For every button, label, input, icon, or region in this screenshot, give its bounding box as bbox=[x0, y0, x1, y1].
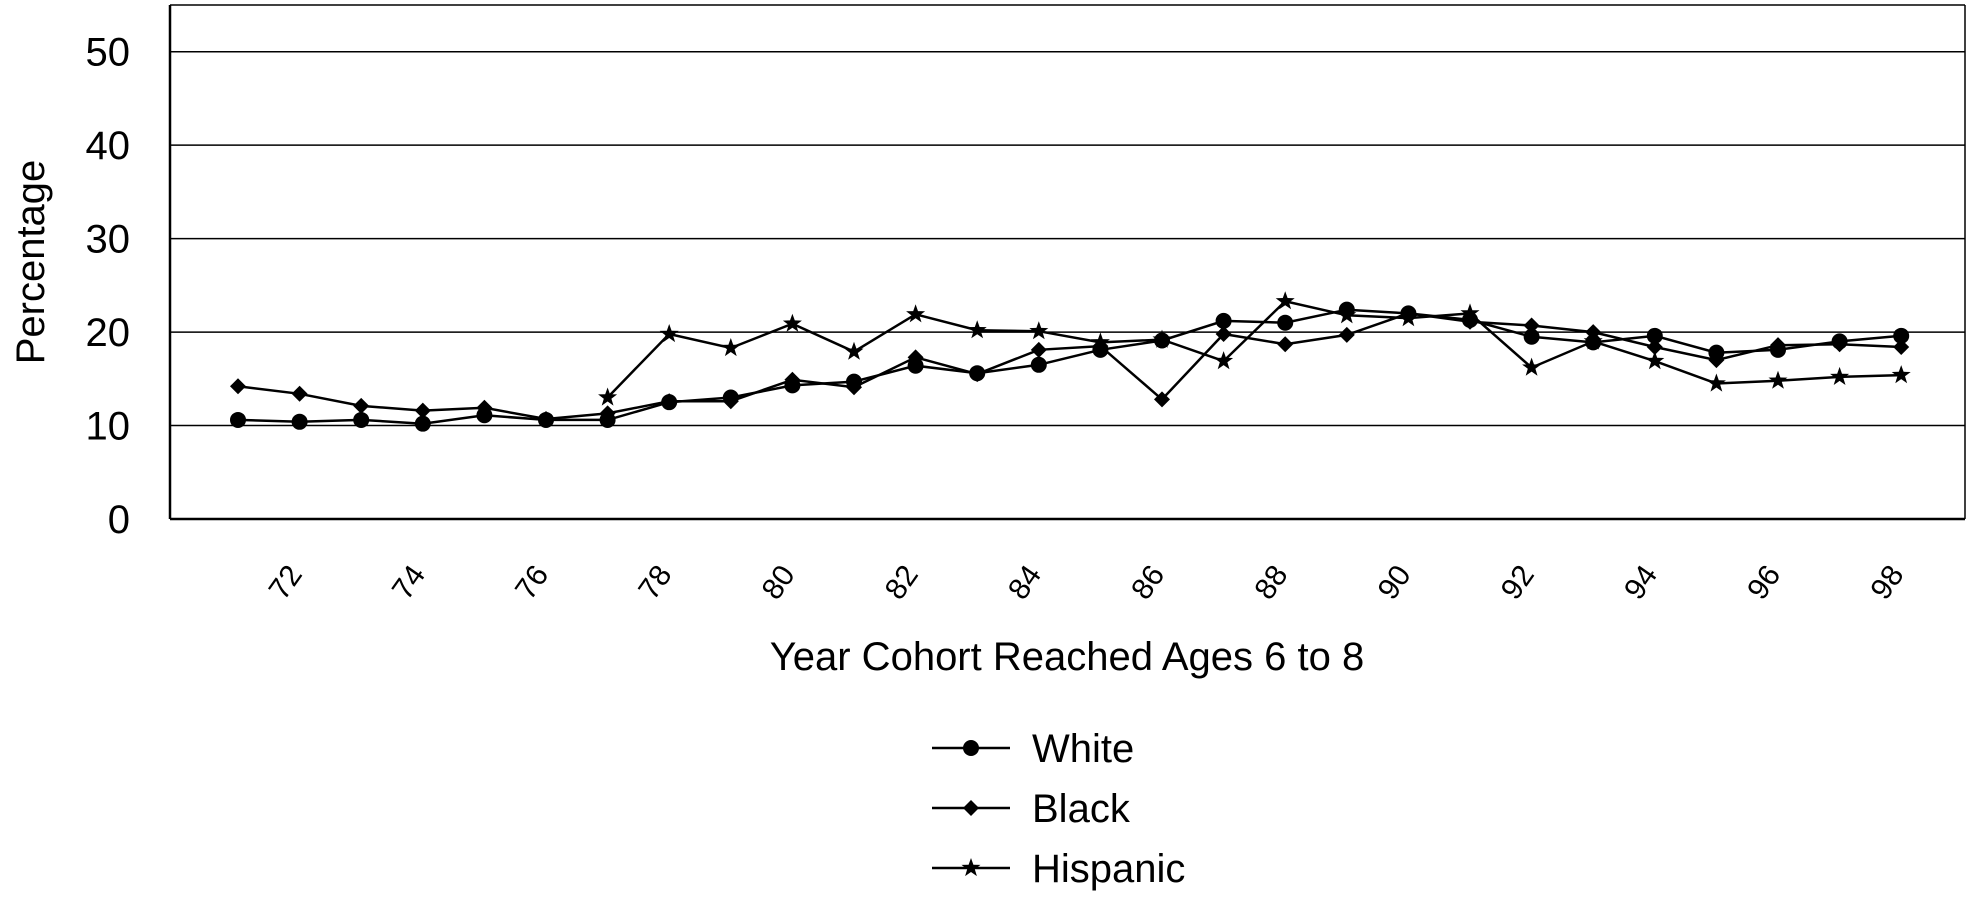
data-point-hispanic bbox=[721, 338, 741, 357]
series-black bbox=[230, 305, 1910, 428]
series-line-black bbox=[237, 312, 1902, 421]
series-hispanic bbox=[598, 291, 1911, 406]
y-tick-labels: 0 10 20 30 40 50 bbox=[86, 31, 131, 542]
legend: White Black Hispanic bbox=[932, 727, 1185, 891]
y-tick-label: 50 bbox=[86, 31, 131, 75]
data-point-black bbox=[414, 402, 431, 419]
legend-item-white: White bbox=[932, 727, 1134, 771]
data-point-hispanic bbox=[1768, 370, 1788, 389]
data-point-black bbox=[1154, 391, 1170, 408]
data-point-hispanic bbox=[1090, 332, 1110, 351]
x-tick-label: 76 bbox=[509, 559, 555, 605]
data-point-black bbox=[1277, 336, 1294, 353]
legend-label-white: White bbox=[1032, 727, 1134, 771]
data-point-black bbox=[1708, 352, 1725, 369]
data-point-hispanic bbox=[659, 324, 679, 343]
data-point-white bbox=[1277, 314, 1294, 331]
data-point-black bbox=[1831, 336, 1848, 353]
data-point-black bbox=[1215, 325, 1232, 342]
x-axis-title: Year Cohort Reached Ages 6 to 8 bbox=[770, 635, 1365, 679]
x-tick-label: 96 bbox=[1741, 559, 1787, 605]
data-point-white bbox=[907, 357, 924, 374]
data-point-hispanic bbox=[844, 341, 864, 360]
data-point-black bbox=[538, 411, 554, 428]
data-point-hispanic bbox=[598, 387, 618, 406]
data-point-white bbox=[1646, 327, 1663, 344]
data-point-black bbox=[661, 393, 678, 410]
y-axis-title: Percentage bbox=[9, 160, 53, 365]
data-point-black bbox=[784, 371, 801, 388]
x-tick-label: 88 bbox=[1248, 559, 1294, 605]
x-tick-label: 78 bbox=[632, 559, 678, 605]
data-point-black bbox=[1523, 317, 1540, 334]
data-point-black bbox=[230, 378, 246, 395]
legend-marker-white bbox=[963, 740, 979, 756]
data-point-hispanic bbox=[1337, 305, 1357, 324]
data-point-hispanic bbox=[906, 304, 926, 323]
data-point-hispanic bbox=[1830, 366, 1850, 385]
data-point-white bbox=[353, 411, 370, 428]
x-tick-label: 72 bbox=[263, 559, 309, 605]
data-point-hispanic bbox=[1645, 351, 1665, 370]
x-tick-label: 98 bbox=[1864, 559, 1910, 605]
y-tick-label: 40 bbox=[86, 124, 131, 168]
y-tick-label: 10 bbox=[86, 405, 131, 449]
data-point-black bbox=[907, 349, 924, 366]
data-point-black bbox=[599, 405, 616, 422]
data-point-hispanic bbox=[782, 313, 802, 332]
data-point-black bbox=[1893, 339, 1910, 356]
data-point-hispanic bbox=[1522, 357, 1542, 376]
data-point-white bbox=[1523, 328, 1540, 345]
data-point-black bbox=[1770, 337, 1786, 354]
x-tick-labels: 72 74 76 78 80 82 84 86 88 90 92 94 96 98 bbox=[263, 559, 1911, 605]
legend-item-hispanic: Hispanic bbox=[932, 847, 1185, 891]
y-tick-label: 20 bbox=[86, 311, 131, 355]
data-point-white bbox=[1893, 327, 1910, 344]
gridlines bbox=[170, 50, 1965, 427]
x-tick-label: 94 bbox=[1618, 559, 1664, 605]
data-point-black bbox=[969, 366, 986, 383]
legend-item-black: Black bbox=[932, 787, 1131, 831]
y-tick-label: 0 bbox=[108, 498, 130, 542]
data-point-hispanic bbox=[1214, 351, 1234, 370]
legend-marker-hispanic bbox=[961, 858, 981, 877]
data-point-black bbox=[722, 393, 739, 410]
axes bbox=[168, 4, 1966, 521]
data-point-black bbox=[846, 379, 862, 396]
data-point-hispanic bbox=[1460, 303, 1480, 322]
data-point-hispanic bbox=[1029, 321, 1049, 340]
legend-label-hispanic: Hispanic bbox=[1032, 847, 1185, 891]
x-tick-label: 86 bbox=[1125, 559, 1171, 605]
data-point-hispanic bbox=[1275, 291, 1295, 310]
data-point-white bbox=[1030, 356, 1047, 373]
data-point-white bbox=[414, 415, 431, 432]
data-point-white bbox=[1215, 312, 1232, 329]
x-tick-label: 90 bbox=[1372, 559, 1418, 605]
data-point-black bbox=[291, 385, 308, 402]
data-point-black bbox=[476, 399, 493, 416]
data-point-hispanic bbox=[1706, 373, 1726, 392]
x-tick-label: 80 bbox=[756, 559, 802, 605]
data-point-black bbox=[1646, 339, 1663, 356]
series-group bbox=[230, 291, 1911, 432]
data-point-hispanic bbox=[1583, 331, 1603, 350]
data-point-hispanic bbox=[967, 320, 987, 339]
data-point-black bbox=[1030, 341, 1047, 358]
x-tick-label: 92 bbox=[1495, 559, 1541, 605]
y-tick-label: 30 bbox=[86, 218, 131, 262]
data-point-hispanic bbox=[1891, 365, 1911, 384]
data-point-hispanic bbox=[1152, 329, 1172, 348]
data-point-white bbox=[291, 413, 308, 430]
x-tick-label: 74 bbox=[386, 559, 432, 605]
x-tick-label: 84 bbox=[1002, 559, 1048, 605]
data-point-black bbox=[353, 397, 370, 414]
x-tick-label: 82 bbox=[879, 559, 925, 605]
data-point-white bbox=[230, 411, 246, 428]
series-line-hispanic bbox=[606, 299, 1902, 399]
data-point-hispanic bbox=[1398, 308, 1418, 327]
legend-label-black: Black bbox=[1032, 787, 1131, 831]
legend-marker-black bbox=[963, 800, 979, 816]
data-point-black bbox=[1338, 326, 1355, 343]
